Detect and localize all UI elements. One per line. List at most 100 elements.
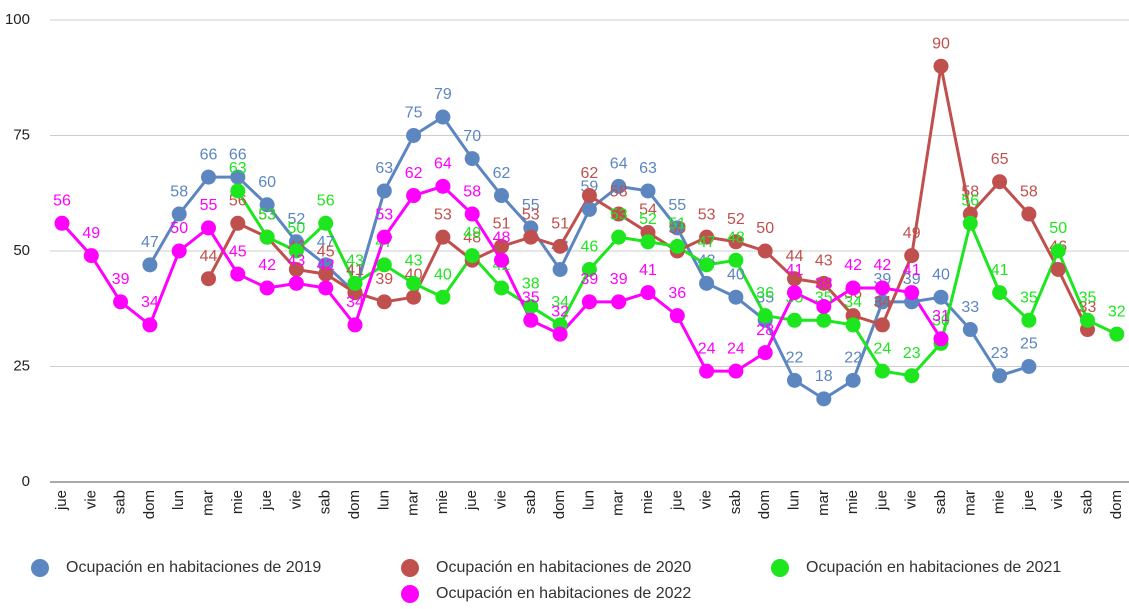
point [1109, 326, 1125, 342]
point [83, 248, 99, 264]
point [318, 215, 334, 231]
point [757, 243, 773, 259]
point [435, 109, 451, 125]
data-label: 56 [53, 192, 71, 209]
x-tick-label: vie [1049, 490, 1066, 509]
point [787, 312, 802, 328]
point [845, 280, 861, 296]
point [347, 317, 363, 333]
y-tick-label: 0 [22, 473, 30, 490]
point [874, 280, 890, 296]
point [699, 229, 715, 245]
x-tick-label: vie [698, 490, 715, 509]
x-tick-label: mie [991, 490, 1008, 514]
data-label: 47 [317, 234, 335, 251]
x-tick-label: dom [1108, 490, 1125, 519]
point [494, 238, 509, 254]
data-label: 31 [932, 308, 950, 325]
point [288, 275, 304, 291]
x-tick-label: dom [756, 490, 773, 519]
data-label: 70 [463, 128, 481, 145]
legend-marker [31, 559, 49, 577]
legend-marker [401, 585, 419, 603]
point [640, 234, 656, 250]
point [435, 229, 451, 245]
point [757, 308, 773, 324]
data-label: 38 [522, 276, 540, 293]
data-label: 41 [346, 262, 364, 279]
x-tick-label: mie [434, 490, 451, 514]
series-line [60, 184, 943, 373]
data-label: 66 [200, 146, 218, 163]
point [669, 220, 685, 236]
point [435, 178, 451, 194]
point [904, 368, 920, 384]
data-label: 34 [141, 294, 159, 311]
point [845, 317, 861, 333]
data-label: 52 [288, 211, 306, 228]
data-label: 41 [786, 262, 804, 279]
point [347, 275, 363, 291]
point [288, 243, 304, 259]
point [992, 174, 1008, 190]
data-label: 35 [756, 290, 774, 307]
point [728, 363, 744, 379]
point [230, 266, 246, 282]
data-label: 24 [727, 340, 745, 357]
point [259, 197, 275, 213]
point [494, 280, 509, 296]
point [581, 201, 597, 217]
point [816, 275, 832, 291]
data-label: 56 [317, 192, 335, 209]
x-tick-label: sab [522, 490, 539, 514]
data-label: 39 [903, 271, 921, 288]
data-label: 42 [258, 257, 276, 274]
point [874, 294, 890, 310]
point [962, 215, 978, 231]
data-label: 39 [112, 271, 130, 288]
point [640, 183, 656, 199]
data-label: 75 [405, 105, 423, 122]
data-label: 23 [903, 345, 921, 362]
data-label: 45 [229, 243, 247, 260]
y-tick-label: 50 [13, 242, 30, 259]
point [406, 289, 422, 305]
data-label: 58 [463, 183, 481, 200]
data-label: 39 [581, 271, 599, 288]
x-tick-label: lun [375, 490, 392, 510]
x-tick-label: vie [903, 490, 920, 509]
point [523, 312, 539, 328]
x-tick-label: dom [346, 490, 363, 519]
data-label: 53 [698, 206, 716, 223]
data-label: 40 [932, 266, 950, 283]
point [230, 215, 246, 231]
data-label: 62 [581, 165, 599, 182]
x-tick-label: jue [463, 490, 480, 511]
legend-marker [771, 559, 789, 577]
point [816, 391, 832, 407]
point [728, 289, 744, 305]
data-label: 64 [610, 156, 628, 173]
data-label: 51 [493, 216, 511, 233]
data-label: 48 [493, 229, 511, 246]
point [259, 229, 275, 245]
data-label: 18 [815, 368, 833, 385]
x-tick-label: sab [727, 490, 744, 514]
point [611, 178, 627, 194]
data-label: 50 [1049, 220, 1067, 237]
y-tick-label: 25 [13, 357, 30, 374]
data-label: 28 [756, 322, 774, 339]
data-label: 44 [786, 248, 804, 265]
data-label: 44 [200, 248, 218, 265]
point [201, 169, 216, 185]
point [171, 206, 187, 222]
point [171, 243, 187, 259]
x-tick-label: sab [317, 490, 334, 514]
point [933, 58, 949, 74]
data-label: 49 [463, 225, 481, 242]
x-tick-label: mar [610, 490, 627, 516]
point [376, 183, 392, 199]
data-label: 25 [1020, 336, 1038, 353]
data-label: 41 [639, 262, 657, 279]
data-label: 35 [1079, 290, 1097, 307]
